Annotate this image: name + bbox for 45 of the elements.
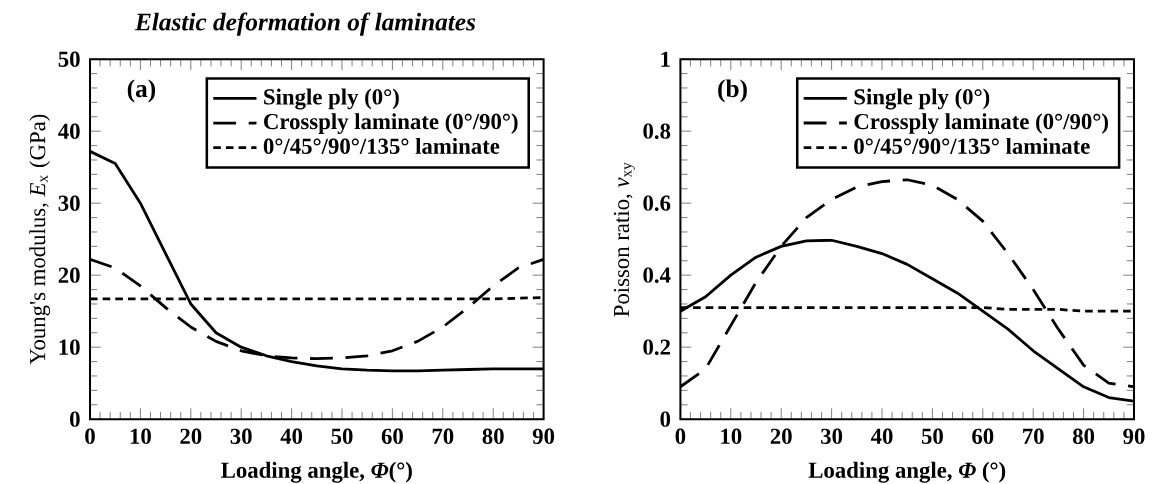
x-tick-label: 10 — [130, 428, 151, 445]
y-tick-label: 0 — [660, 411, 671, 427]
legend-label: 0°/45°/90°/135° laminate — [854, 137, 1090, 154]
y-axis-title: Young's modulus, E$_{x}$ (GPa) — [29, 114, 51, 365]
y-tick-label: 0.8 — [643, 123, 671, 139]
x-tick-label: 20 — [770, 428, 792, 445]
x-tick-label: 30 — [821, 428, 843, 445]
x-tick-label: 50 — [331, 428, 353, 445]
annotation: (a) — [127, 79, 156, 103]
x-tick-label: 0 — [675, 428, 686, 445]
x-tick-label: 50 — [921, 428, 943, 445]
x-tick-label: 90 — [532, 428, 555, 445]
legend-label: Single ply (0°) — [264, 88, 399, 110]
x-tick-label: 70 — [432, 428, 454, 445]
x-tick-label: 70 — [1023, 428, 1044, 445]
chart-title: Elastic deformation of laminates — [134, 12, 476, 36]
y-tick-label: 30 — [58, 195, 80, 211]
x-tick-label: 80 — [1072, 428, 1095, 445]
x-axis-title: Loading angle, Φ (°) — [808, 461, 1006, 483]
x-tick-label: 60 — [381, 428, 403, 445]
y-tick-label: 40 — [58, 123, 80, 139]
y-axis-title: Poisson ratio, ν$_{xy}$ — [613, 162, 635, 317]
x-tick-label: 0 — [85, 428, 95, 445]
x-tick-label: 40 — [280, 428, 303, 445]
legend-label: Single ply (0°) — [854, 88, 990, 110]
x-tick-label: 40 — [870, 428, 893, 445]
annotation: (b) — [718, 79, 747, 103]
legend-label: Crossply laminate (0°/90°) — [854, 113, 1108, 134]
y-tick-label: 10 — [59, 339, 80, 355]
x-tick-label: 20 — [180, 428, 202, 445]
y-tick-label: 50 — [58, 51, 80, 67]
y-tick-label: 1 — [661, 51, 670, 67]
x-axis-title: Loading angle, Φ(°) — [221, 461, 412, 483]
y-tick-label: 0.6 — [643, 195, 671, 211]
x-tick-label: 10 — [721, 428, 742, 445]
x-tick-label: 80 — [482, 428, 504, 445]
legend-label: Crossply laminate (0°/90°) — [264, 113, 518, 134]
x-tick-label: 90 — [1123, 428, 1145, 445]
y-tick-label: 0.2 — [643, 339, 670, 355]
y-tick-label: 0.4 — [643, 267, 671, 283]
x-tick-label: 60 — [972, 428, 994, 445]
legend-label: 0°/45°/90°/135° laminate — [263, 137, 500, 154]
x-tick-label: 30 — [230, 428, 252, 445]
y-tick-label: 20 — [58, 267, 80, 283]
y-tick-label: 0 — [70, 411, 80, 427]
